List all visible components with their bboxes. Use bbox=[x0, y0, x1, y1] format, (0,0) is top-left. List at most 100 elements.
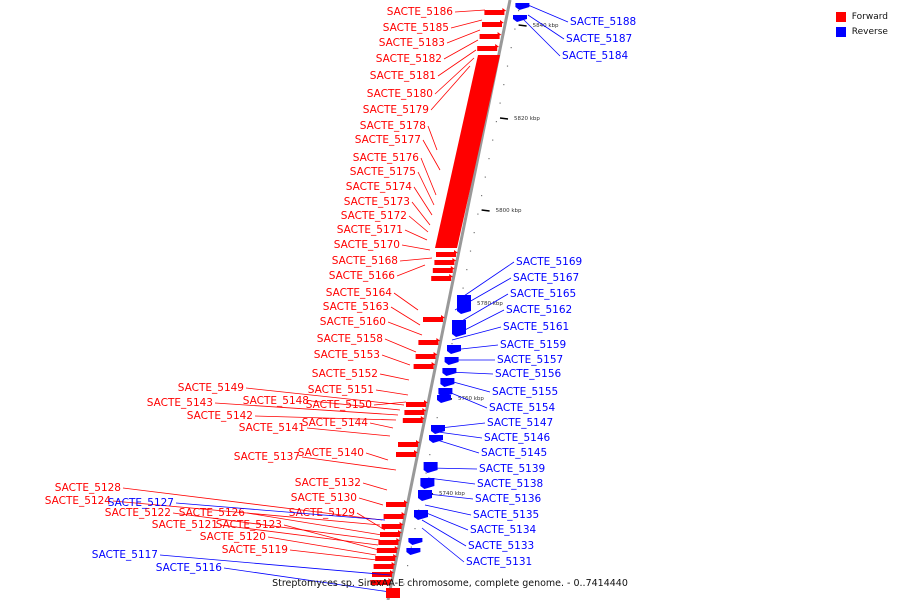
reverse-leader-line bbox=[424, 504, 472, 516]
forward-leader-line bbox=[356, 512, 386, 531]
reverse-gene-label: SACTE_5154 bbox=[489, 402, 556, 414]
scale-label: 5820 kbp bbox=[514, 116, 540, 122]
reverse-leader-line bbox=[421, 527, 465, 563]
reverse-gene-arrow bbox=[515, 3, 530, 10]
scale-dot bbox=[510, 47, 512, 49]
forward-gene-label: SACTE_5182 bbox=[376, 53, 442, 65]
reverse-leader-line bbox=[429, 467, 478, 470]
forward-leader-line bbox=[413, 186, 433, 216]
forward-leader-line bbox=[172, 512, 381, 541]
reverse-gene-label: SACTE_5134 bbox=[470, 524, 537, 536]
forward-gene-body bbox=[380, 532, 400, 537]
forward-leader-line bbox=[396, 264, 426, 277]
forward-leader-line bbox=[245, 387, 405, 406]
reverse-gene-label: SACTE_5155 bbox=[492, 386, 558, 398]
forward-leader-line bbox=[381, 354, 411, 366]
reverse-gene-arrow bbox=[444, 357, 459, 365]
scale-dot bbox=[410, 546, 412, 548]
legend-forward-label: Forward bbox=[851, 11, 888, 22]
scale-dot bbox=[499, 102, 501, 104]
forward-gene-label: SACTE_5142 bbox=[187, 410, 253, 422]
forward-gene-body bbox=[436, 252, 456, 257]
forward-gene-label: SACTE_5123 bbox=[216, 519, 282, 531]
forward-leader-line bbox=[219, 524, 379, 546]
legend: Forward Reverse bbox=[835, 9, 888, 39]
scale-dot bbox=[436, 417, 438, 419]
forward-gene-label: SACTE_5164 bbox=[326, 287, 393, 299]
forward-gene-label: SACTE_5121 bbox=[152, 519, 218, 531]
reverse-gene-label: SACTE_5117 bbox=[92, 549, 158, 561]
reverse-leader-line bbox=[527, 4, 569, 23]
scale-dot bbox=[462, 287, 464, 289]
forward-gene-body bbox=[396, 452, 416, 457]
forward-gene-body bbox=[406, 402, 426, 407]
reverse-leader-line bbox=[454, 309, 505, 336]
reverse-gene-arrow bbox=[431, 425, 445, 434]
reverse-gene-label: SACTE_5138 bbox=[477, 478, 543, 490]
scale-dot bbox=[451, 343, 453, 345]
forward-gene-body bbox=[375, 556, 396, 561]
reverse-gene-arrow bbox=[437, 395, 451, 403]
forward-leader-line bbox=[358, 497, 384, 506]
forward-gene-label: SACTE_5181 bbox=[370, 70, 436, 82]
forward-gene-body bbox=[432, 268, 453, 273]
reverse-gene-arrow bbox=[414, 510, 428, 520]
forward-gene-label: SACTE_5132 bbox=[295, 477, 361, 489]
forward-gene-label: SACTE_5186 bbox=[387, 6, 454, 18]
reverse-leader-line bbox=[527, 14, 565, 40]
reverse-leader-line bbox=[427, 477, 476, 485]
forward-leader-line bbox=[427, 125, 438, 151]
forward-gene-label: SACTE_5183 bbox=[379, 37, 445, 49]
forward-gene-body bbox=[477, 46, 498, 51]
reverse-leader-line bbox=[457, 261, 515, 301]
forward-leader-line bbox=[369, 422, 394, 429]
reverse-leader-line bbox=[521, 17, 561, 57]
forward-leader-line bbox=[254, 415, 397, 421]
forward-gene-label: SACTE_5185 bbox=[383, 22, 449, 34]
genome-caption: Streptomyces sp. SirexAA-E chromosome, c… bbox=[272, 578, 628, 589]
forward-gene-label: SACTE_5149 bbox=[178, 382, 244, 394]
forward-leader-line bbox=[401, 244, 431, 251]
reverse-leader-line bbox=[451, 326, 502, 341]
forward-leader-line bbox=[420, 157, 437, 196]
forward-gene-label: SACTE_5168 bbox=[332, 255, 398, 267]
scale-dot bbox=[488, 158, 490, 160]
scale-dot bbox=[506, 65, 509, 67]
reverse-leader-line bbox=[439, 422, 486, 429]
reverse-leader-line bbox=[436, 439, 480, 454]
forward-gene-label: SACTE_5160 bbox=[320, 316, 386, 328]
legend-forward: Forward bbox=[835, 9, 888, 24]
reverse-leader-line bbox=[427, 493, 474, 500]
forward-gene-body bbox=[482, 22, 502, 27]
reverse-gene-arrow bbox=[406, 548, 421, 555]
reverse-gene-label: SACTE_5161 bbox=[503, 321, 569, 333]
forward-gene-label: SACTE_5171 bbox=[337, 224, 403, 236]
scale-tick bbox=[518, 24, 527, 27]
scale-dot bbox=[469, 250, 472, 252]
forward-gene-label: SACTE_5130 bbox=[291, 492, 357, 504]
forward-gene-label: SACTE_5179 bbox=[363, 104, 429, 116]
scale-dot bbox=[407, 565, 409, 567]
forward-gene-label: SACTE_5143 bbox=[147, 397, 213, 409]
reverse-gene-label: SACTE_5165 bbox=[510, 288, 576, 300]
forward-gene-label: SACTE_5151 bbox=[308, 384, 374, 396]
reverse-swatch bbox=[835, 26, 846, 37]
forward-leader-line bbox=[422, 139, 441, 171]
scale-dot bbox=[425, 472, 427, 474]
forward-gene-label: SACTE_5126 bbox=[179, 507, 246, 519]
forward-leader-line bbox=[112, 500, 381, 526]
forward-leader-line bbox=[399, 257, 433, 262]
reverse-gene-label: SACTE_5169 bbox=[516, 256, 582, 268]
forward-swatch bbox=[835, 11, 846, 22]
reverse-gene-label: SACTE_5159 bbox=[500, 339, 566, 351]
forward-gene-body bbox=[386, 588, 400, 598]
reverse-gene-label: SACTE_5116 bbox=[156, 562, 223, 574]
forward-leader-line bbox=[267, 536, 377, 556]
reverse-gene-label: SACTE_5184 bbox=[562, 50, 629, 62]
forward-leader-line bbox=[434, 57, 475, 95]
forward-gene-label: SACTE_5153 bbox=[314, 349, 380, 361]
forward-gene-label: SACTE_5177 bbox=[355, 134, 421, 146]
scale-dot bbox=[473, 232, 475, 234]
forward-leader-line bbox=[365, 452, 389, 461]
forward-gene-label: SACTE_5163 bbox=[323, 301, 389, 313]
